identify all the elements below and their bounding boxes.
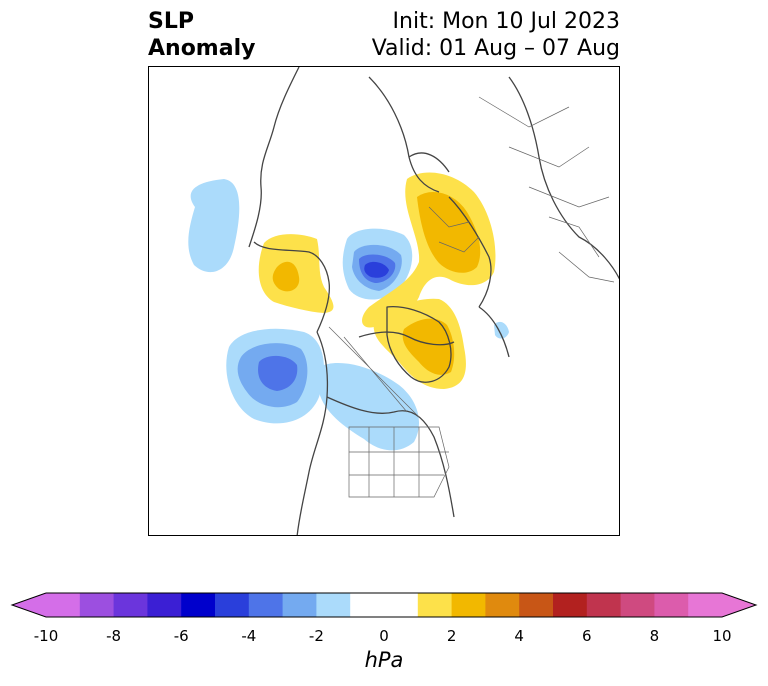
colorbar-tick-label: -8 (106, 627, 122, 645)
colorbar-segment (485, 593, 520, 617)
coastlines (248, 67, 619, 535)
map-title: SLP Anomaly (148, 8, 255, 62)
colorbar-tick-label: -10 (33, 627, 59, 645)
colorbar-segment (553, 593, 588, 617)
colorbar-unit-label: hPa (364, 648, 404, 672)
colorbar-segment (586, 593, 622, 617)
anomaly-map (149, 67, 619, 535)
colorbar-segment (654, 593, 689, 617)
colorbar-tick-label: 8 (649, 627, 660, 645)
init-date: Init: Mon 10 Jul 2023 (392, 9, 620, 34)
colorbar-outline (10, 592, 758, 618)
colorbar-segment (46, 593, 81, 617)
colorbar-tick-label: -6 (173, 627, 189, 645)
colorbar-tick-label: 0 (379, 627, 389, 645)
colorbar-tick-label: 2 (446, 627, 457, 645)
colorbar-segment (147, 593, 182, 617)
colorbar-segment (417, 593, 453, 617)
colorbar-tick-label: 4 (514, 627, 524, 645)
colorbar-tick-label: 10 (712, 627, 732, 645)
colorbar-segment (248, 593, 284, 617)
colorbar-segment (688, 593, 723, 617)
colorbar-tick-label: 6 (582, 627, 592, 645)
colorbar-segment (620, 593, 655, 617)
valid-range: Valid: 01 Aug – 07 Aug (371, 36, 620, 61)
colorbar-segment (79, 593, 115, 617)
colorbar-tick-label: -4 (241, 627, 257, 645)
colorbar-segment (113, 593, 148, 617)
title-variable-line2: Anomaly (148, 36, 256, 61)
title-variable-line1: SLP (148, 9, 194, 34)
colorbar-segment (282, 593, 317, 617)
colorbar-segment (350, 593, 385, 617)
colorbar-segment (215, 593, 250, 617)
colorbar-segment (519, 593, 554, 617)
colorbar-segment (384, 593, 419, 617)
map-subtitle: Init: Mon 10 Jul 2023 Valid: 01 Aug – 07… (372, 8, 620, 62)
anomaly-west-pacific-negative (188, 179, 240, 273)
country-borders (328, 96, 615, 498)
colorbar-over-arrow (722, 593, 756, 617)
colorbar (10, 592, 758, 618)
colorbar-segment (316, 593, 351, 617)
colorbar-under-arrow (12, 593, 46, 617)
colorbar-tick-label: -2 (308, 627, 324, 645)
colorbar-segment (181, 593, 216, 617)
colorbar-segment (451, 593, 486, 617)
map-panel (148, 66, 620, 536)
